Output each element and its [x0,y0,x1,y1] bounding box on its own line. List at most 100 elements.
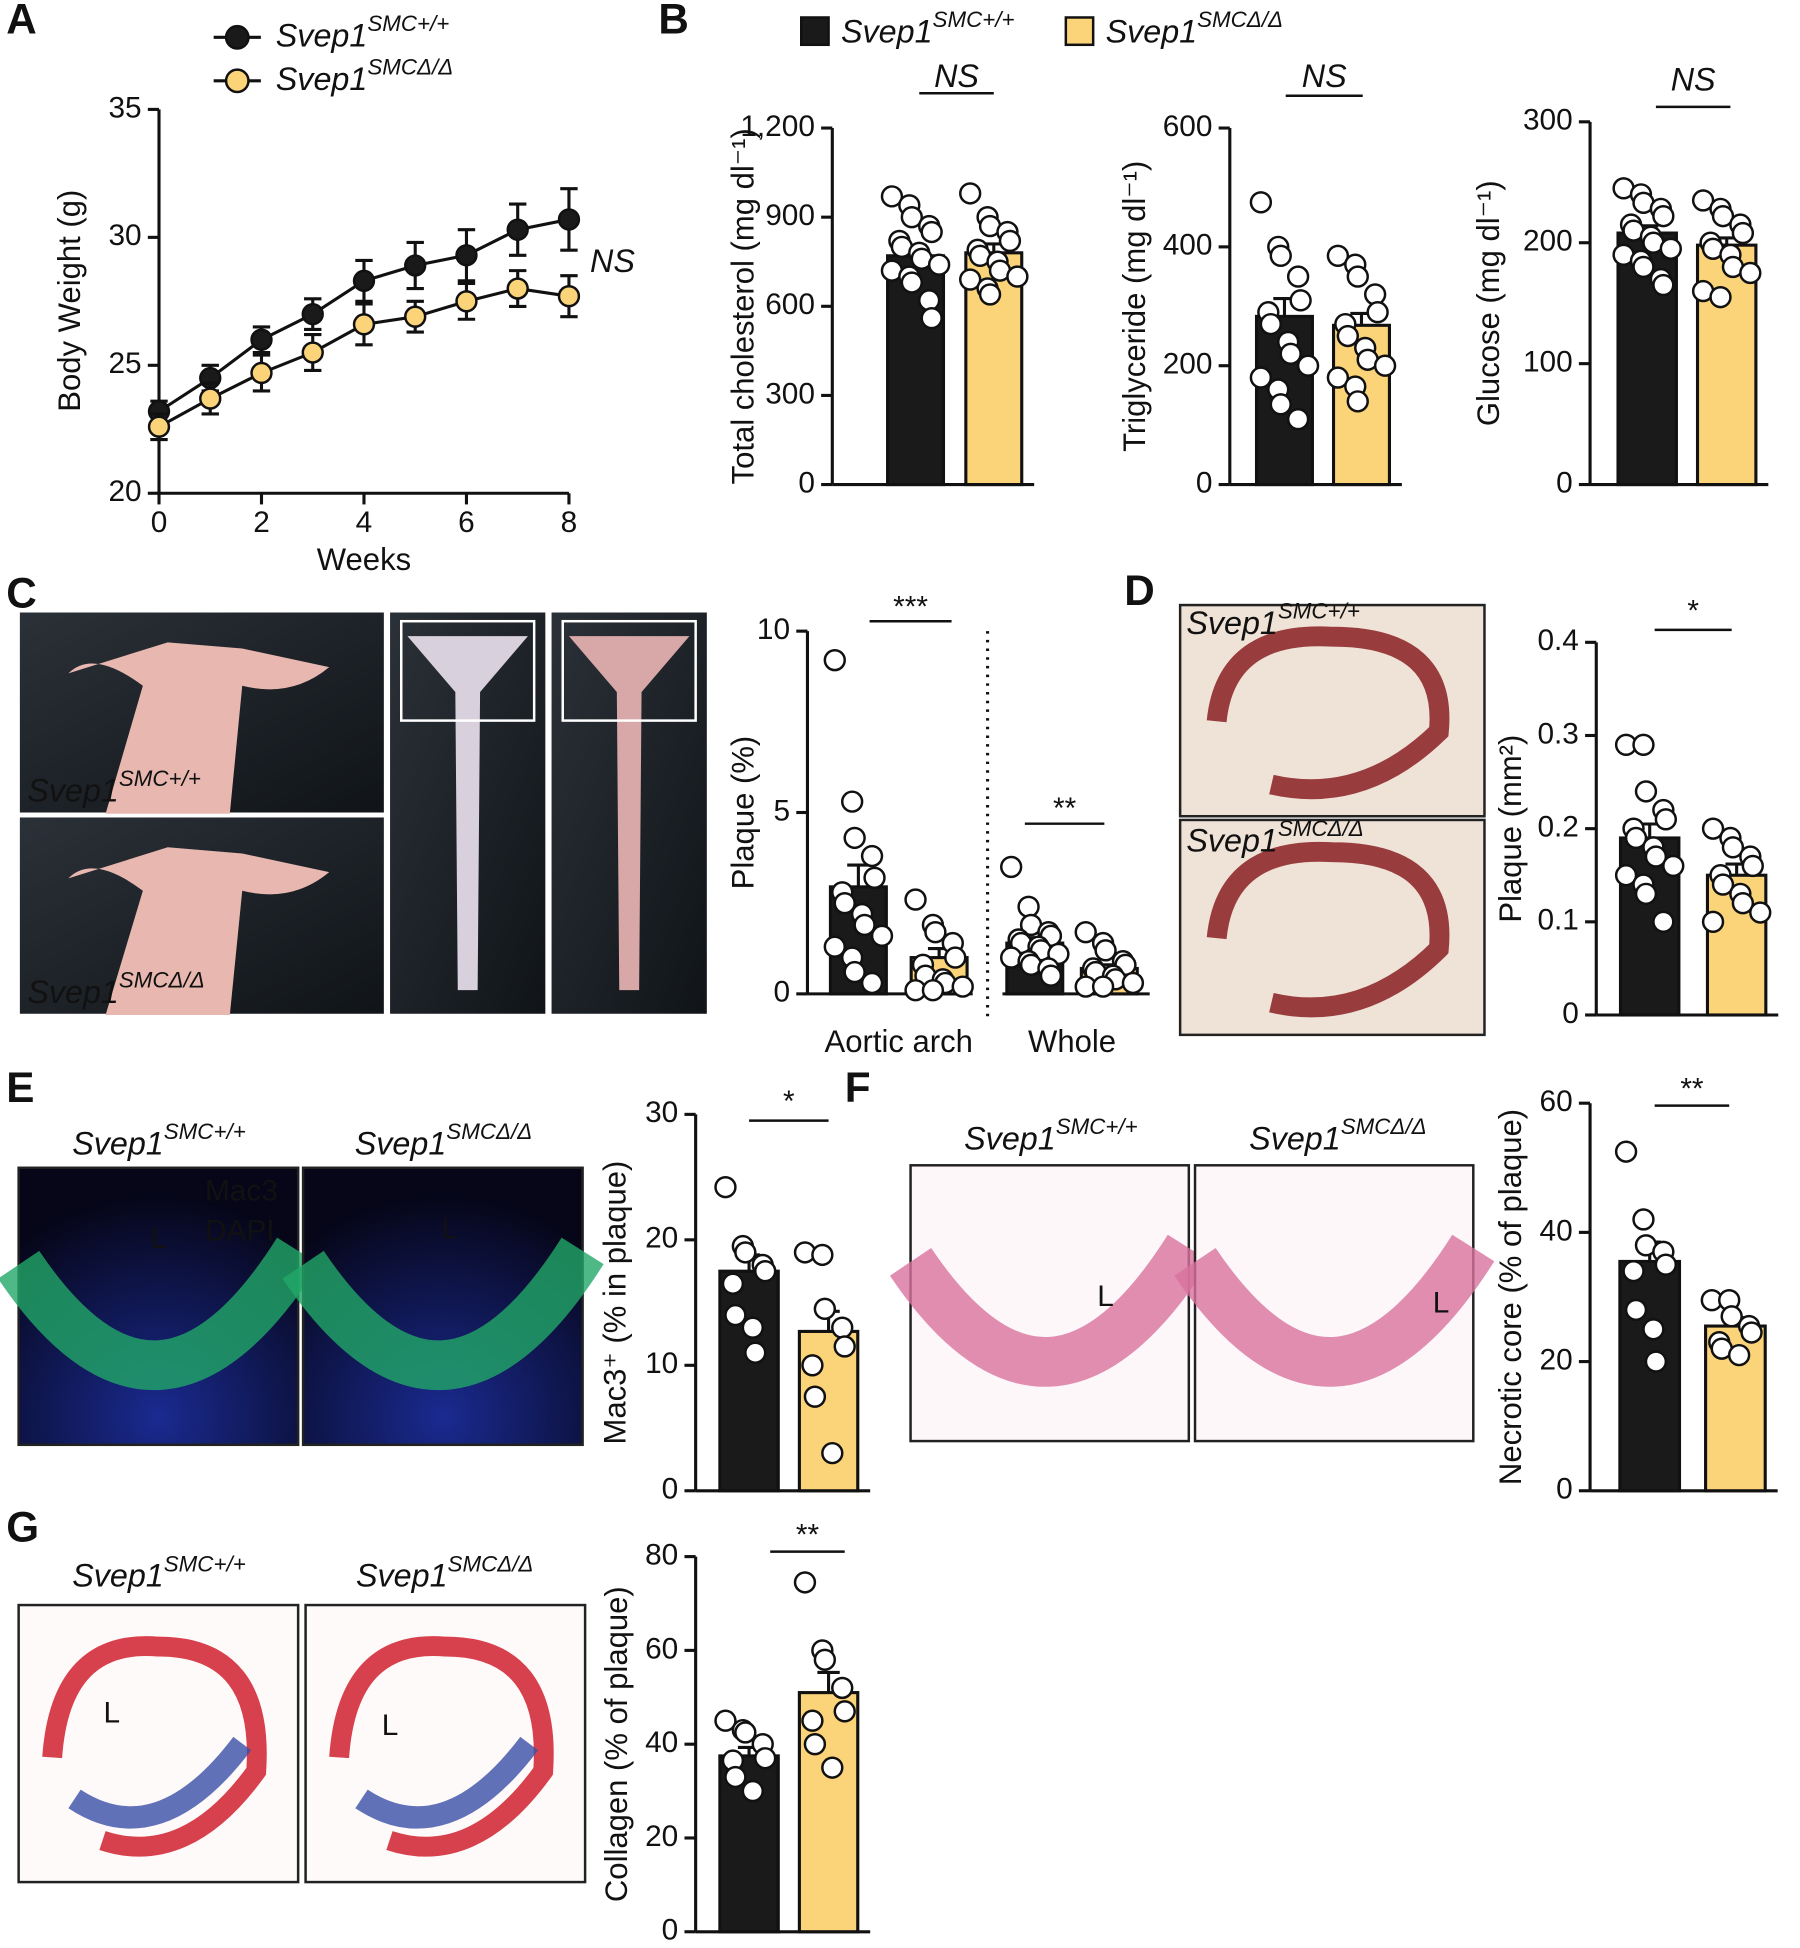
point [455,244,478,267]
data-point [714,1709,737,1732]
photo-detail [1206,626,1450,800]
y-axis-label: Plaque (mm²) [1493,735,1528,923]
y-axis-label: Total cholesterol (mg dl⁻¹) [726,128,761,484]
data-point [1017,895,1040,918]
y-tick-label: 80 [645,1538,678,1571]
data-point [1659,237,1682,260]
point [506,277,529,300]
y-tick-label: 100 [1523,346,1573,379]
data-point [1652,204,1675,228]
data-point [833,1700,856,1723]
data-point [921,979,945,1002]
data-point [1634,780,1658,803]
panel-letter: A [6,0,37,43]
label-superscript: SMC+/+ [164,1551,246,1576]
data-point [1614,864,1638,887]
y-tick-label: 0.4 [1537,624,1578,657]
data-point [801,1354,824,1377]
data-point [823,935,846,958]
data-point [1000,855,1023,879]
y-tick-label: 40 [645,1726,678,1759]
panel-letter: B [658,0,689,43]
y-tick-label: 35 [108,91,141,124]
label-superscript: SMCΔ/Δ [119,967,205,992]
data-point [904,888,927,911]
data-point [1721,836,1745,859]
data-point [1642,1318,1665,1341]
label: DAPI [205,1214,275,1247]
data-point [811,1243,834,1267]
data-point [1727,1343,1751,1367]
y-tick-label: 10 [645,1347,678,1380]
label-text: L [1097,1280,1114,1313]
data-point [1039,964,1063,987]
data-point [1624,826,1648,850]
label: L [104,1696,121,1729]
data-point [1259,312,1282,336]
y-tick-label: 300 [765,377,815,410]
data-point [1121,971,1145,995]
label-text: Svep1 [355,1125,447,1161]
photo-detail [407,636,528,991]
y-tick-label: 0.3 [1537,717,1578,750]
x-tick-label: Aortic arch [825,1024,973,1059]
data-point [1289,289,1312,312]
label-text: Svep1 [72,1557,164,1593]
data-point [1644,845,1668,868]
significance: *** [893,591,928,624]
data-point [1346,390,1369,413]
x-tick-label: 2 [253,506,270,539]
legend-marker [224,24,250,50]
y-tick-label: 1,200 [740,110,815,143]
label-text: Svep1 [276,17,368,53]
data-point [724,1765,747,1789]
label-text: Svep1 [964,1120,1056,1156]
data-point [1691,189,1715,212]
data-point [959,182,982,205]
data-point [1731,892,1755,915]
photo-detail [68,642,330,814]
data-point [1644,1350,1668,1373]
data-point [900,205,923,229]
label: L [151,1222,168,1255]
data-point [754,1260,777,1283]
data-point [944,946,967,969]
y-tick-label: 60 [645,1632,678,1665]
data-point [833,1335,856,1358]
significance: ** [796,1519,820,1552]
label-text: DAPI [205,1214,275,1247]
y-axis-label: Mac3⁺ (% in plaque) [598,1161,633,1445]
data-point [714,1175,737,1199]
data-point [1632,255,1655,279]
label: Svep1SMCΔ/Δ [1186,816,1363,858]
label: Svep1SMCΔ/Δ [355,1119,532,1161]
point [250,328,273,351]
label-superscript: SMC+/+ [164,1119,246,1144]
point [301,341,324,364]
y-tick-label: 0 [798,466,815,499]
y-tick-label: 200 [1163,348,1213,381]
label: L [1097,1280,1114,1313]
label-text: Mac3 [205,1175,278,1208]
data-point [1739,261,1762,285]
data-point [1632,733,1655,756]
point [404,254,427,277]
bar [1618,1259,1682,1493]
point [250,361,273,385]
y-tick-label: 25 [108,347,141,380]
photo-detail [282,1237,604,1391]
data-point [813,1297,837,1321]
data-point [1654,808,1678,831]
data-point [1279,342,1302,366]
data-point [1711,204,1735,228]
data-point [1269,244,1292,267]
significance: * [783,1085,795,1118]
label-text: L [441,1212,458,1245]
data-point [1094,939,1117,962]
y-tick-label: 40 [1540,1214,1573,1247]
data-point [741,1779,764,1803]
y-tick-label: 20 [645,1820,678,1853]
x-tick-label: 4 [356,506,373,539]
data-point [1074,921,1097,944]
y-axis-label: Glucose (mg dl⁻¹) [1471,180,1506,426]
